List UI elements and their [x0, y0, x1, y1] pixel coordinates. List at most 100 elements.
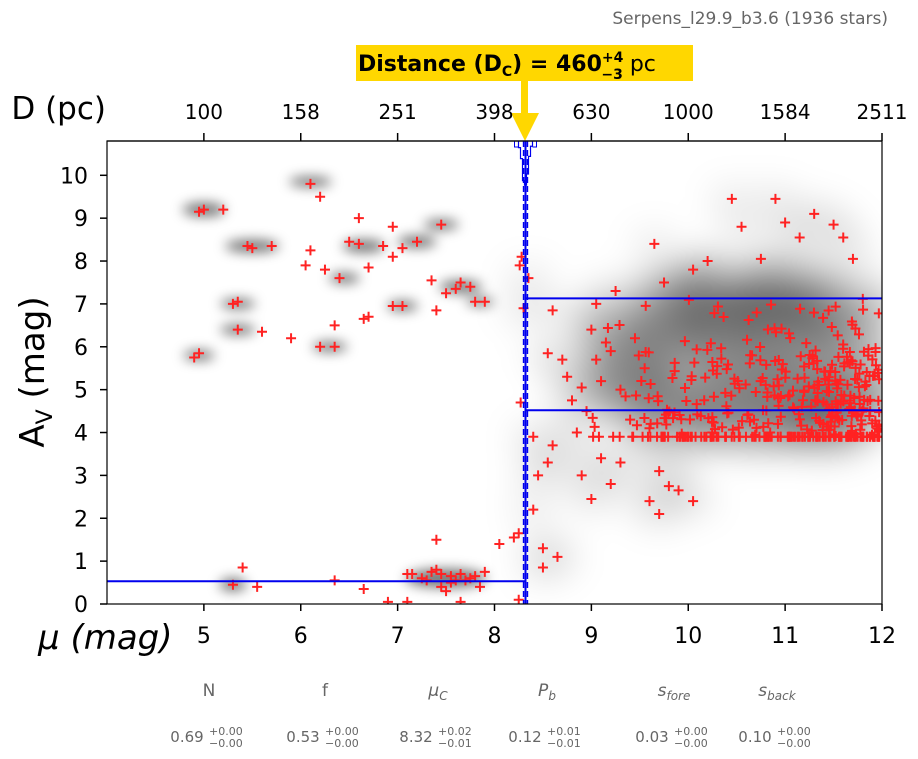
top-tick-label: 630 — [572, 100, 610, 124]
star-marker — [773, 400, 784, 411]
star-marker — [596, 453, 607, 464]
x-tick-label: 8 — [488, 624, 502, 649]
star-marker — [232, 296, 243, 307]
star-marker — [252, 581, 263, 592]
param-value: 8.32 — [399, 728, 432, 746]
star-marker — [445, 577, 456, 588]
star-marker — [695, 411, 706, 422]
star-marker — [716, 353, 727, 364]
star-marker — [591, 298, 602, 309]
star-marker — [859, 394, 870, 405]
param-value: 0.10 — [738, 728, 771, 746]
star-marker — [537, 562, 548, 573]
star-marker — [712, 301, 723, 312]
star-marker — [810, 395, 821, 406]
star-marker — [450, 283, 461, 294]
star-marker — [387, 221, 398, 232]
star-marker — [643, 393, 654, 404]
star-marker — [674, 410, 685, 421]
star-marker — [794, 414, 805, 425]
foreground-density — [182, 176, 494, 592]
star-marker — [358, 313, 369, 324]
star-marker — [796, 420, 807, 431]
star-marker — [761, 359, 772, 370]
star-marker — [823, 386, 834, 397]
star-marker — [542, 457, 553, 468]
posterior-outline — [517, 141, 534, 186]
star-marker — [750, 429, 761, 440]
y-axis-label-rest: (mag) — [13, 296, 53, 409]
star-marker — [358, 583, 369, 594]
star-marker — [640, 300, 651, 311]
star-marker — [776, 323, 787, 334]
top-tick-label: 2511 — [857, 100, 908, 124]
star-marker — [823, 372, 834, 383]
star-marker — [729, 373, 740, 384]
star-marker — [838, 232, 849, 243]
star-marker — [784, 328, 795, 339]
y-tick-label: 6 — [74, 336, 88, 361]
star-marker — [711, 431, 722, 442]
star-marker — [763, 418, 774, 429]
star-marker — [847, 253, 858, 264]
star-marker — [798, 385, 809, 396]
star-marker — [474, 581, 485, 592]
star-marker — [863, 344, 874, 355]
star-marker — [780, 217, 791, 228]
y-axis-label-main: A — [13, 424, 53, 447]
star-marker — [576, 382, 587, 393]
star-marker — [455, 596, 466, 604]
star-marker — [353, 213, 364, 224]
star-marker — [679, 336, 690, 347]
star-marker — [853, 382, 864, 393]
star-marker — [387, 251, 398, 262]
star-marker — [807, 351, 818, 362]
star-marker — [615, 457, 626, 468]
star-marker — [688, 496, 699, 507]
star-marker — [642, 431, 653, 442]
star-marker — [826, 410, 837, 421]
star-marker — [397, 243, 408, 254]
param-symbol: P — [538, 681, 549, 701]
top-tick-label: 1584 — [760, 100, 811, 124]
star-marker — [867, 354, 878, 365]
param-upper-error: +0.00 — [674, 725, 708, 738]
param-name: sback — [758, 681, 796, 703]
star-marker — [266, 241, 277, 252]
star-marker — [818, 418, 829, 429]
y-tick-label: 0 — [74, 593, 88, 618]
star-marker — [319, 264, 330, 275]
star-marker — [586, 324, 597, 335]
star-marker — [734, 383, 745, 394]
star-marker — [286, 333, 297, 344]
y-tick-label: 2 — [74, 507, 88, 532]
star-marker — [596, 376, 607, 387]
star-marker — [751, 307, 762, 318]
star-marker — [854, 368, 865, 379]
param-upper-error: +0.00 — [209, 725, 243, 738]
posterior-tails — [514, 141, 537, 148]
star-marker — [247, 243, 258, 254]
star-marker — [232, 324, 243, 335]
param-value: 0.12 — [508, 728, 541, 746]
top-axis-label: D (pc) — [11, 91, 106, 127]
star-marker — [766, 431, 777, 442]
param-upper-error: +0.00 — [325, 725, 359, 738]
star-marker — [802, 424, 813, 435]
star-marker — [795, 351, 806, 362]
star-marker — [828, 219, 839, 230]
star-marker — [833, 379, 844, 390]
star-marker — [707, 412, 718, 423]
star-marker — [305, 245, 316, 256]
star-marker — [537, 543, 548, 554]
star-marker — [808, 431, 819, 442]
star-marker — [588, 431, 599, 442]
param-lower-error: −0.00 — [777, 737, 811, 750]
star-marker — [600, 337, 611, 348]
star-marker — [716, 343, 727, 354]
star-marker — [218, 204, 229, 215]
star-marker — [586, 493, 597, 504]
banner-equals: ) = 460 — [512, 52, 602, 77]
star-marker — [844, 347, 855, 358]
star-marker — [747, 350, 758, 361]
